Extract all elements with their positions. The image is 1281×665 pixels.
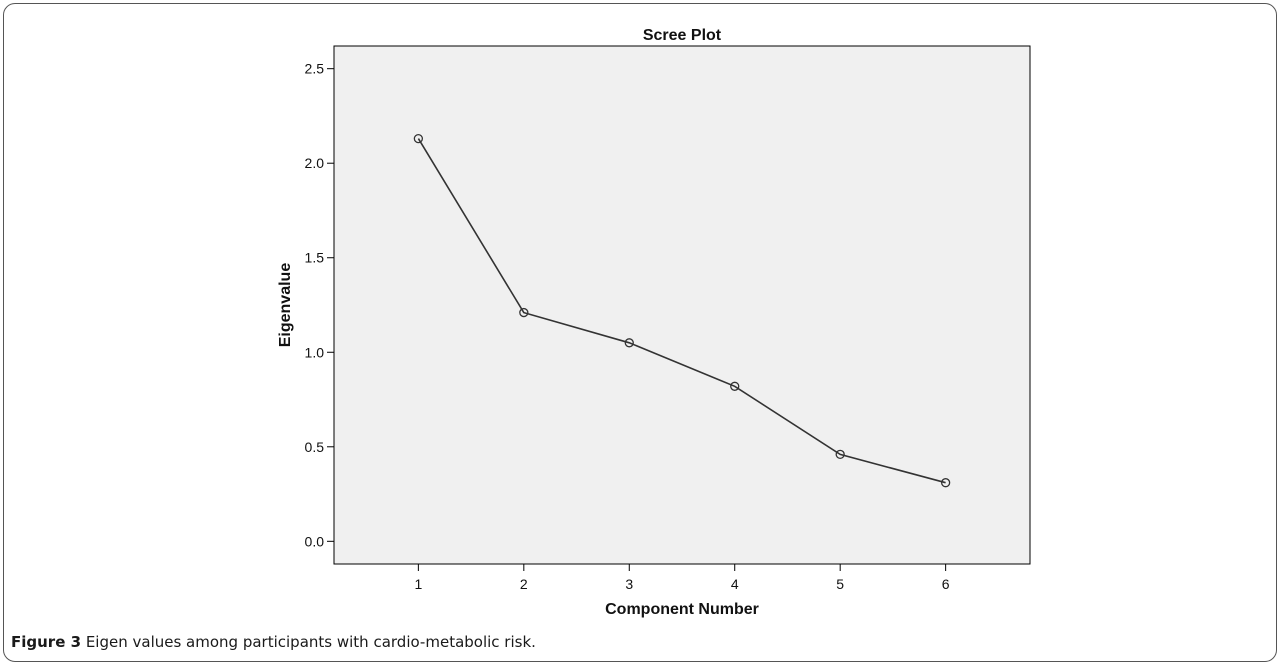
data-point	[413, 133, 424, 144]
y-tick-label: 1.5	[305, 250, 325, 266]
data-point	[835, 449, 845, 460]
x-tick-label: 5	[836, 576, 844, 592]
data-point	[940, 478, 951, 488]
y-tick-label: 0.5	[305, 439, 325, 455]
chart-title: Scree Plot	[643, 27, 722, 44]
series-line	[417, 138, 946, 484]
y-axis: 0.0 0.5 1.0 1.5 2.0 2.5	[305, 61, 334, 549]
x-axis: 1 2 3 4 5 6	[414, 564, 950, 592]
x-tick-label: 1	[414, 576, 422, 592]
series-eigenvalue	[413, 133, 951, 488]
x-axis-label: Component Number	[605, 601, 759, 618]
figure-caption: Figure 3 Eigen values among participants…	[11, 633, 536, 651]
y-tick-label: 2.5	[305, 61, 325, 77]
figure-caption-label: Figure 3	[11, 633, 82, 651]
x-tick-label: 2	[520, 576, 528, 592]
data-point	[624, 338, 634, 348]
y-tick-label: 0.0	[305, 533, 325, 549]
data-point	[519, 307, 529, 318]
plot-area	[333, 45, 1031, 565]
x-tick-label: 3	[625, 576, 633, 592]
y-tick-label: 1.0	[305, 344, 325, 360]
y-tick-label: 2.0	[305, 155, 325, 171]
x-tick-label: 6	[942, 576, 950, 592]
y-axis-label: Eigenvalue	[277, 263, 294, 348]
data-point	[730, 381, 740, 391]
figure-caption-text: Eigen values among participants with car…	[85, 633, 536, 651]
x-tick-label: 4	[731, 576, 739, 592]
